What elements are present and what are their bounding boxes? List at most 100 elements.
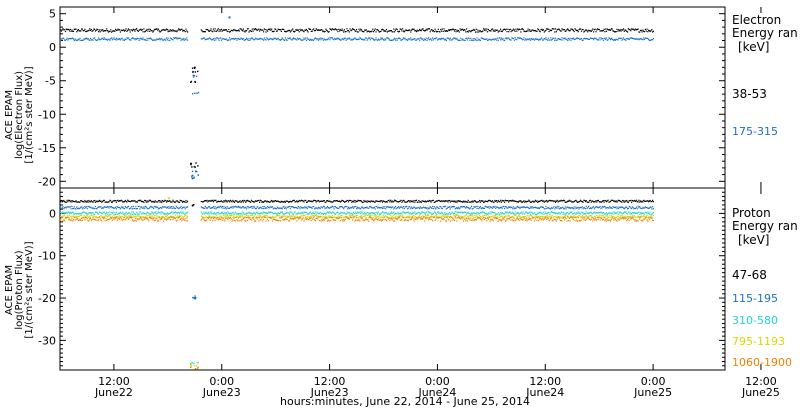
- data-point: [147, 211, 149, 213]
- data-point: [323, 31, 325, 33]
- data-point: [516, 213, 518, 215]
- data-point: [351, 201, 353, 203]
- data-point: [407, 39, 409, 41]
- data-point: [385, 212, 388, 214]
- data-point: [114, 216, 116, 218]
- data-point: [186, 30, 188, 32]
- data-point: [601, 201, 603, 203]
- data-point: [98, 200, 100, 203]
- data-point: [90, 212, 92, 214]
- data-point: [62, 37, 64, 39]
- data-point: [601, 212, 604, 214]
- data-point: [119, 207, 121, 209]
- data-point: [597, 28, 599, 30]
- data-point: [584, 200, 587, 203]
- data-point: [295, 206, 297, 209]
- data-point: [405, 29, 407, 31]
- data-point: [419, 218, 422, 220]
- data-point: [60, 30, 62, 32]
- data-point: [274, 38, 276, 40]
- data-point: [195, 171, 197, 173]
- data-point: [194, 298, 197, 300]
- data-point: [233, 201, 236, 203]
- data-point: [82, 206, 84, 208]
- data-point: [556, 199, 558, 201]
- data-point: [621, 29, 623, 31]
- data-point: [358, 212, 360, 214]
- data-point: [205, 211, 207, 213]
- data-point: [144, 213, 147, 215]
- data-point: [489, 216, 491, 218]
- data-point: [271, 201, 274, 203]
- data-point: [595, 212, 597, 214]
- data-point: [619, 37, 621, 39]
- data-point: [339, 30, 341, 32]
- data-point: [545, 29, 547, 31]
- data-point: [370, 31, 372, 33]
- data-point: [193, 166, 195, 168]
- data-point: [67, 28, 69, 30]
- data-point: [385, 218, 387, 220]
- data-point: [232, 216, 234, 218]
- data-point: [417, 30, 419, 32]
- data-point: [612, 30, 614, 32]
- data-point: [643, 199, 645, 201]
- data-point: [123, 219, 125, 221]
- data-point: [90, 28, 92, 31]
- data-point: [227, 207, 229, 209]
- data-point: [589, 215, 591, 217]
- data-point: [381, 37, 384, 39]
- data-point: [467, 216, 469, 218]
- data-point: [343, 37, 346, 40]
- data-point: [262, 216, 264, 218]
- data-point: [358, 28, 360, 30]
- data-point: [548, 212, 550, 214]
- data-point: [214, 212, 216, 215]
- data-point: [76, 39, 78, 41]
- data-point: [69, 211, 71, 213]
- data-point: [244, 216, 246, 218]
- data-point: [527, 206, 529, 209]
- data-point: [635, 199, 638, 201]
- data-point: [630, 207, 632, 209]
- data-point: [190, 80, 193, 83]
- data-point: [263, 214, 265, 216]
- data-point: [136, 208, 138, 210]
- data-point: [131, 29, 133, 31]
- data-point: [601, 37, 604, 40]
- data-point: [334, 215, 336, 217]
- data-point: [225, 206, 227, 208]
- data-point: [125, 218, 127, 220]
- data-point: [265, 31, 267, 33]
- data-point: [477, 201, 479, 203]
- data-point: [411, 200, 413, 202]
- data-point: [166, 212, 168, 214]
- data-point: [400, 206, 402, 208]
- data-point: [161, 218, 163, 220]
- data-point: [176, 216, 178, 218]
- data-point: [630, 30, 632, 32]
- data-point: [146, 211, 148, 213]
- data-point: [376, 39, 378, 41]
- data-point: [202, 216, 204, 218]
- data-point: [103, 30, 105, 32]
- data-point: [390, 217, 392, 219]
- data-point: [274, 200, 276, 202]
- data-point: [571, 38, 573, 40]
- data-point: [461, 201, 463, 203]
- data-point: [357, 31, 359, 33]
- data-point: [317, 38, 319, 40]
- data-point: [145, 216, 147, 218]
- data-point: [606, 39, 608, 41]
- data-point: [500, 37, 502, 39]
- data-point: [88, 199, 90, 202]
- data-point: [334, 206, 336, 208]
- data-point: [506, 211, 508, 213]
- data-point: [180, 218, 182, 220]
- data-point: [353, 199, 355, 202]
- data-point: [250, 205, 253, 208]
- data-point: [155, 216, 157, 219]
- data-point: [107, 218, 109, 221]
- data-point: [508, 38, 511, 40]
- data-point: [277, 220, 279, 222]
